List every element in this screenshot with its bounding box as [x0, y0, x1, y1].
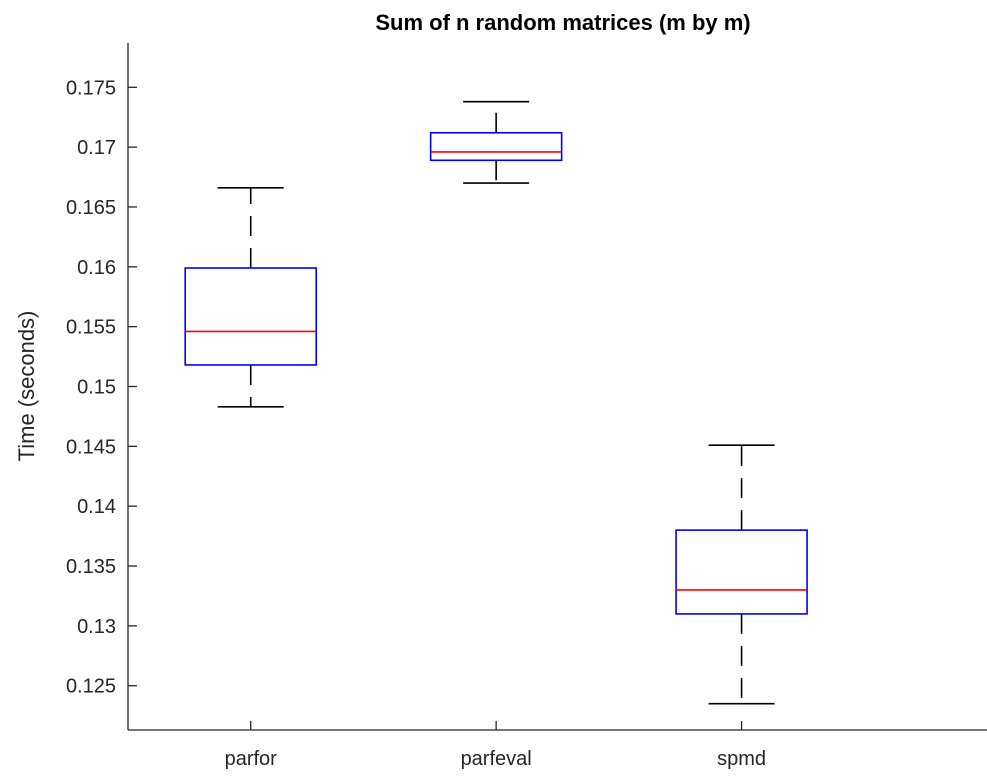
y-tick-label: 0.17 — [77, 137, 116, 159]
y-tick-label: 0.175 — [66, 77, 116, 99]
y-tick-label: 0.165 — [66, 197, 116, 219]
y-tick-label: 0.145 — [66, 436, 116, 458]
box-parfeval — [429, 131, 563, 162]
y-tick-label: 0.16 — [77, 257, 116, 279]
box-parfor — [184, 267, 318, 366]
y-tick-label: 0.135 — [66, 556, 116, 578]
y-tick-label: 0.13 — [77, 616, 116, 638]
chart-title: Sum of n random matrices (m by m) — [375, 10, 750, 35]
box-spmd — [675, 529, 808, 615]
y-tick-label: 0.125 — [66, 676, 116, 698]
y-tick-label: 0.155 — [66, 317, 116, 339]
x-tick-label: spmd — [717, 748, 766, 770]
plot-area: 0.125 0.13 0.135 0.14 0.145 0.15 0.155 0.16 0.16… — [66, 43, 987, 770]
y-tick-label: 0.14 — [77, 496, 116, 518]
y-tick-label: 0.15 — [77, 377, 116, 399]
x-tick-label: parfor — [225, 748, 278, 770]
y-axis-label: Time (seconds) — [14, 311, 39, 462]
x-tick-label: parfeval — [461, 748, 532, 770]
